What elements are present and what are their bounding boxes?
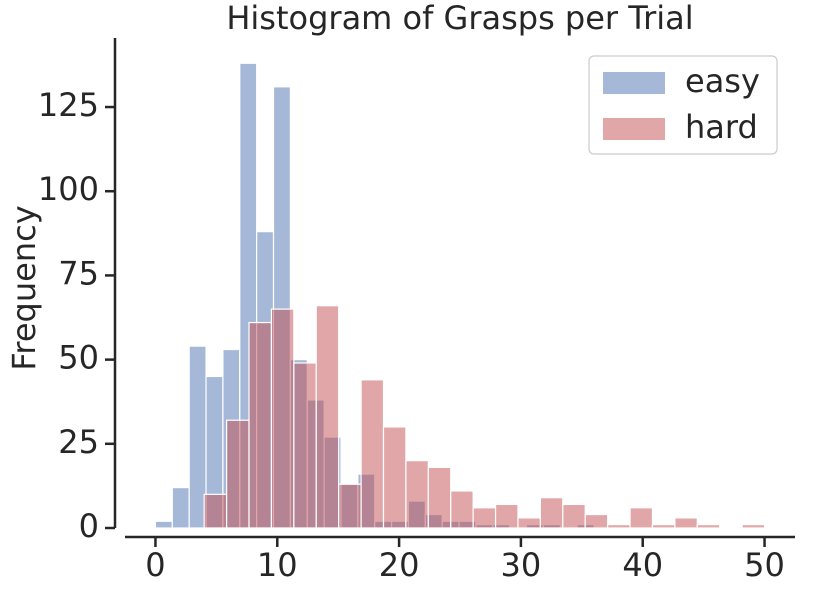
- bar: [338, 483, 362, 529]
- bar: [539, 497, 564, 529]
- bar: [517, 517, 542, 529]
- y-tick-label: 25: [58, 423, 99, 461]
- y-tick-label: 75: [58, 254, 99, 292]
- legend-label: easy: [685, 62, 760, 100]
- x-tick-label: 50: [744, 546, 785, 584]
- bar: [494, 503, 519, 529]
- bar: [270, 308, 295, 529]
- bar: [248, 321, 273, 529]
- bar: [405, 460, 429, 529]
- x-tick-label: 20: [379, 546, 420, 584]
- bar: [584, 513, 609, 529]
- y-tick-label: 0: [79, 507, 99, 545]
- legend-swatch: [603, 72, 665, 94]
- bar: [171, 486, 190, 529]
- y-axis-label: Frequency: [5, 205, 43, 370]
- bar: [472, 507, 497, 529]
- legend-swatch: [603, 118, 665, 140]
- y-tick-label: 100: [38, 170, 99, 208]
- x-tick-label: 10: [257, 546, 298, 584]
- bar: [427, 466, 452, 529]
- bar: [360, 379, 385, 529]
- chart-title: Histogram of Grasps per Trial: [226, 0, 693, 37]
- bar: [203, 493, 228, 529]
- bar: [741, 524, 766, 529]
- bar: [696, 524, 721, 529]
- x-tick-label: 0: [145, 546, 165, 584]
- bar: [315, 305, 340, 529]
- bar: [450, 490, 474, 529]
- legend: easy hard: [588, 55, 778, 155]
- y-tick-label: 50: [58, 339, 99, 377]
- bar: [651, 524, 676, 529]
- bar: [607, 524, 631, 529]
- bar: [188, 345, 207, 529]
- bar: [293, 362, 317, 529]
- bar: [382, 426, 407, 529]
- bar: [674, 517, 698, 529]
- legend-label: hard: [685, 108, 758, 146]
- y-tick-label: 125: [38, 86, 99, 124]
- bar: [562, 503, 586, 529]
- x-tick-label: 30: [501, 546, 542, 584]
- x-tick-label: 40: [622, 546, 663, 584]
- bar: [154, 520, 173, 529]
- bar: [629, 507, 654, 529]
- bar: [225, 419, 250, 529]
